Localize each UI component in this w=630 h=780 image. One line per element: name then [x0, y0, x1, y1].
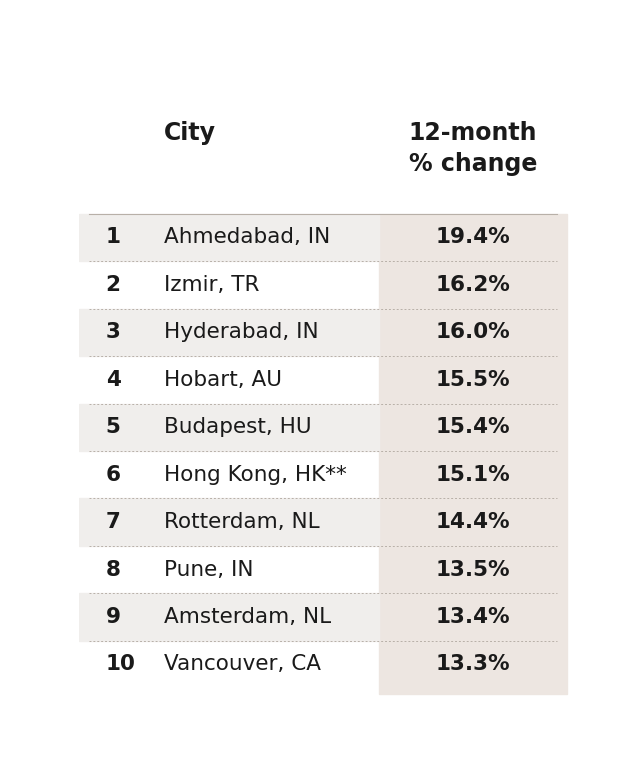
- Text: Vancouver, CA: Vancouver, CA: [164, 654, 321, 675]
- Bar: [79, 214, 379, 261]
- Text: 10: 10: [106, 654, 135, 675]
- Text: 8: 8: [106, 559, 120, 580]
- Text: 7: 7: [106, 512, 120, 532]
- Text: Hobart, AU: Hobart, AU: [164, 370, 282, 390]
- Text: 15.1%: 15.1%: [436, 465, 510, 484]
- Text: 16.0%: 16.0%: [436, 322, 510, 342]
- Text: 1: 1: [106, 228, 120, 247]
- Text: Hyderabad, IN: Hyderabad, IN: [164, 322, 319, 342]
- Bar: [79, 594, 379, 640]
- Text: Ahmedabad, IN: Ahmedabad, IN: [164, 228, 331, 247]
- Text: 9: 9: [106, 607, 120, 627]
- Text: 5: 5: [106, 417, 120, 438]
- Text: Hong Kong, HK**: Hong Kong, HK**: [164, 465, 347, 484]
- Text: 19.4%: 19.4%: [436, 228, 510, 247]
- Text: 13.5%: 13.5%: [436, 559, 510, 580]
- Text: 3: 3: [106, 322, 120, 342]
- Text: City: City: [164, 121, 216, 144]
- Text: 14.4%: 14.4%: [436, 512, 510, 532]
- Text: Budapest, HU: Budapest, HU: [164, 417, 312, 438]
- Text: 13.3%: 13.3%: [436, 654, 510, 675]
- Text: Izmir, TR: Izmir, TR: [164, 275, 260, 295]
- Text: 4: 4: [106, 370, 120, 390]
- Text: 16.2%: 16.2%: [435, 275, 510, 295]
- Bar: [379, 214, 567, 694]
- Text: 2: 2: [106, 275, 120, 295]
- Text: Amsterdam, NL: Amsterdam, NL: [164, 607, 331, 627]
- Bar: [79, 403, 379, 451]
- Text: Pune, IN: Pune, IN: [164, 559, 254, 580]
- Text: 15.5%: 15.5%: [436, 370, 510, 390]
- Bar: [79, 309, 379, 356]
- Text: 15.4%: 15.4%: [436, 417, 510, 438]
- Text: 12-month
% change: 12-month % change: [409, 121, 537, 176]
- Text: Rotterdam, NL: Rotterdam, NL: [164, 512, 320, 532]
- Bar: [79, 498, 379, 546]
- Text: 6: 6: [106, 465, 120, 484]
- Text: 13.4%: 13.4%: [436, 607, 510, 627]
